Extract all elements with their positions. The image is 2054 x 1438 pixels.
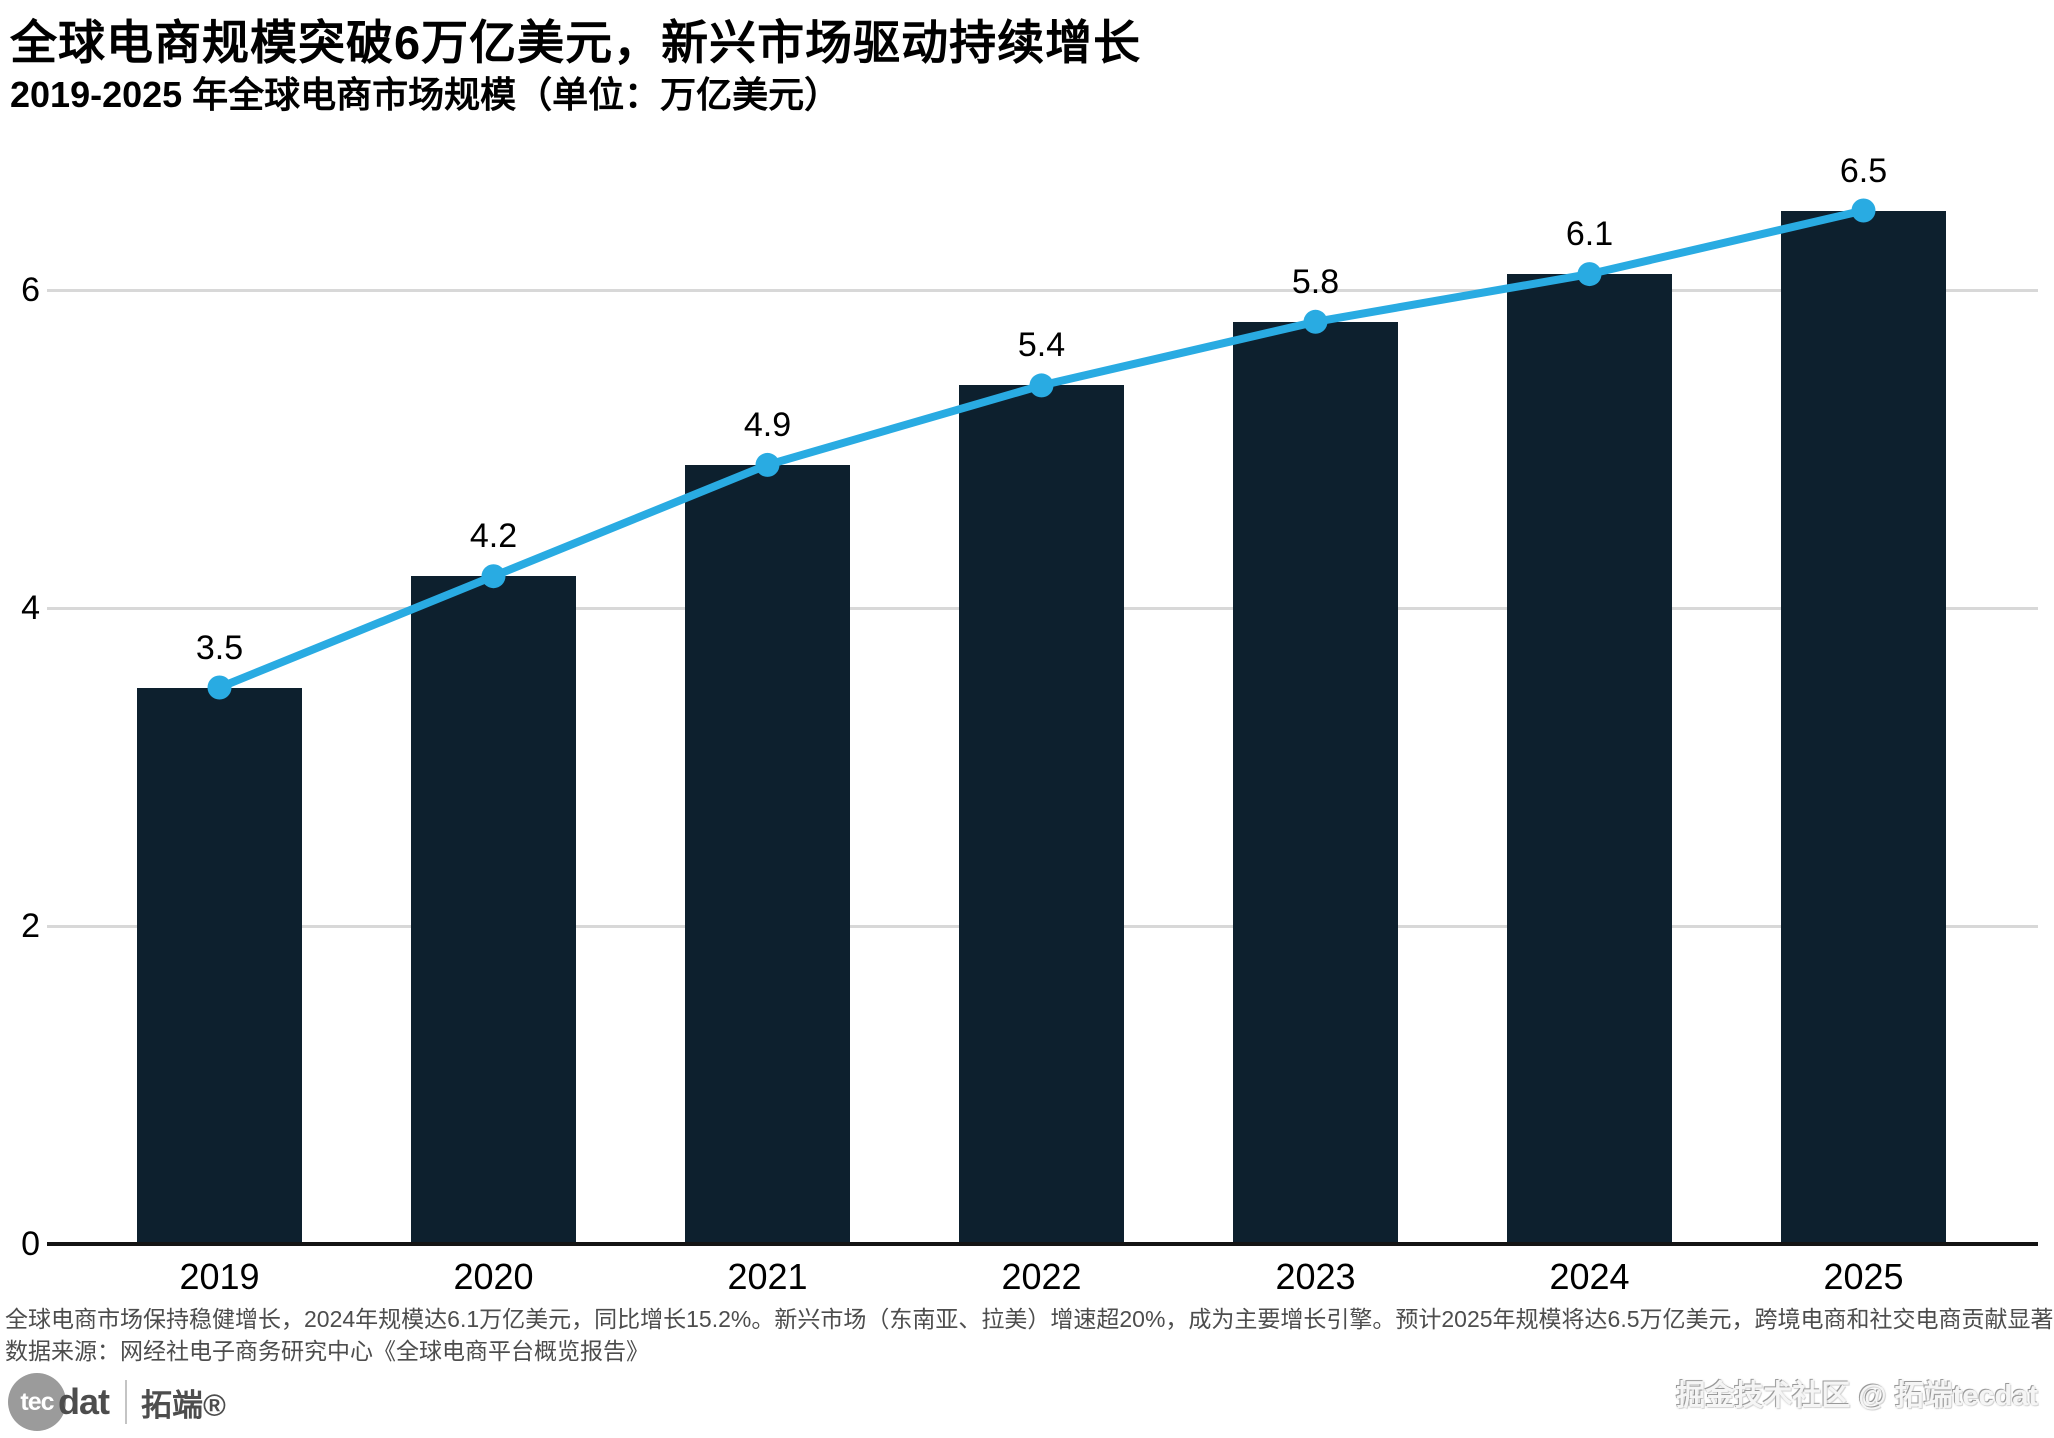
bar-2025 xyxy=(1781,210,1946,1244)
x-axis-tick-label: 2025 xyxy=(1823,1256,1904,1297)
logo-text-cn: 拓端® xyxy=(141,1387,226,1423)
data-label: 6.5 xyxy=(1839,151,1888,190)
chart-subtitle: 2019-2025 年全球电商市场规模（单位：万亿美元） xyxy=(10,74,841,115)
logo-text-tec: tec xyxy=(20,1387,54,1416)
footnote-analysis: 全球电商市场保持稳健增长，2024年规模达6.1万亿美元，同比增长15.2%。新… xyxy=(5,1306,2054,1332)
bar-2020 xyxy=(411,576,576,1244)
data-label: 5.4 xyxy=(1017,326,1066,365)
y-axis-tick-label: 4 xyxy=(21,589,40,627)
bar-2021 xyxy=(685,464,850,1244)
y-axis-tick-label: 2 xyxy=(21,907,40,945)
community-watermark: 掘金技术社区 @ 拓端tecdat xyxy=(1676,1380,2038,1412)
data-label: 6.1 xyxy=(1565,215,1614,254)
x-axis-tick-label: 2019 xyxy=(179,1256,260,1297)
x-axis-tick-label: 2021 xyxy=(727,1256,808,1297)
bar-2019 xyxy=(137,687,302,1244)
gridline-y6 xyxy=(47,288,2038,292)
logo-text-dat: dat xyxy=(58,1381,110,1422)
x-axis-line xyxy=(47,1242,2038,1246)
data-label: 5.8 xyxy=(1291,262,1340,301)
tecdat-logo: tec dat 拓端® xyxy=(8,1372,226,1432)
tecdat-logo-mark: tec xyxy=(8,1373,66,1431)
data-label: 4.9 xyxy=(743,405,792,444)
footnote-source: 数据来源：网经社电子商务研究中心《全球电商平台概览报告》 xyxy=(5,1338,649,1364)
x-axis-tick-label: 2022 xyxy=(1001,1256,1082,1297)
data-label: 3.5 xyxy=(195,628,244,667)
y-axis-tick-label: 6 xyxy=(21,271,40,309)
x-axis-tick-label: 2024 xyxy=(1549,1256,1630,1297)
bar-2024 xyxy=(1507,274,1672,1244)
logo-divider xyxy=(125,1380,127,1424)
page-title: 全球电商规模突破6万亿美元，新兴市场驱动持续增长 xyxy=(10,16,1142,69)
y-axis-tick-label: 0 xyxy=(21,1225,40,1263)
x-axis-tick-label: 2023 xyxy=(1275,1256,1356,1297)
x-axis-tick-label: 2020 xyxy=(453,1256,534,1297)
bar-2023 xyxy=(1233,321,1398,1244)
bar-2022 xyxy=(959,385,1124,1244)
data-label: 4.2 xyxy=(469,517,518,556)
